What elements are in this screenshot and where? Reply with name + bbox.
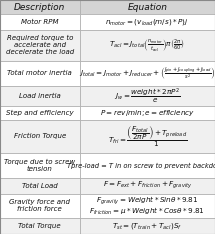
Text: $F_{friction} = \mu*Weight*Cos\theta*9.81$: $F_{friction} = \mu*Weight*Cos\theta*9.8… [89,206,205,217]
Text: Total motor inertia: Total motor inertia [7,70,72,77]
Text: Motor RPM: Motor RPM [21,19,58,25]
Bar [0,14,80,30]
Bar [80,30,215,61]
Text: Total Load: Total Load [22,183,58,189]
Bar [0,120,80,153]
Text: $F = F_{ext} + F_{friction} + F_{gravity}$: $F = F_{ext} + F_{friction} + F_{gravity… [103,180,192,191]
Text: $T_{fri} = \dfrac{\left(\dfrac{F_{total}}{2\pi P}\right) + T_{preload}}{1}$: $T_{fri} = \dfrac{\left(\dfrac{F_{total}… [108,124,187,149]
Bar [80,178,215,194]
Text: $F_{gravity} = Weight*Sin\theta*9.81$: $F_{gravity} = Weight*Sin\theta*9.81$ [96,194,199,207]
Text: Total Torque: Total Torque [18,223,61,229]
Text: $P = rev/min; e = efficiency$: $P = rev/min; e = efficiency$ [100,108,195,118]
Bar [80,86,215,106]
Bar [80,120,215,153]
Text: $J_{total} = J_{motor} + J_{reducer} + \left(\frac{J_{pin} + J_{coupling} + J_{l: $J_{total} = J_{motor} + J_{reducer} + \… [79,66,215,81]
Text: $n_{motor} =(v_{load}(m/s)*P)j$: $n_{motor} =(v_{load}(m/s)*P)j$ [105,17,189,27]
Text: Friction Torque: Friction Torque [14,133,66,139]
Bar [0,153,80,178]
Text: Load inertia: Load inertia [19,93,61,99]
Bar [80,218,215,234]
Bar [80,153,215,178]
Bar [0,86,80,106]
Text: Description: Description [14,3,65,11]
Bar [0,0,80,14]
Bar [0,218,80,234]
Text: Torque due to screw
tension: Torque due to screw tension [4,159,75,172]
Text: Required torque to
accelerate and
decelerate the load: Required torque to accelerate and decele… [6,35,74,55]
Text: Equation: Equation [127,3,167,11]
Bar [0,178,80,194]
Bar [0,194,80,218]
Bar [80,106,215,120]
Bar [80,61,215,86]
Text: $T_{st} = (T_{train} + T_{acl})S_f$: $T_{st} = (T_{train} + T_{acl})S_f$ [112,221,182,231]
Bar [80,0,215,14]
Text: Gravity force and
friction force: Gravity force and friction force [9,199,70,212]
Text: Step and efficiency: Step and efficiency [6,110,74,116]
Bar [0,61,80,86]
Bar [80,14,215,30]
Bar [80,194,215,218]
Text: Tpre-load = T in on screw to prevent backdown: Tpre-load = T in on screw to prevent bac… [67,162,215,168]
Bar [0,106,80,120]
Text: $J_w = \dfrac{weight*2\pi P^2}{e}$: $J_w = \dfrac{weight*2\pi P^2}{e}$ [114,87,181,105]
Bar [0,30,80,61]
Text: $T_{acl} = J_{total}\left(\frac{n_{motor}}{t_{acl}}\right)\pi\left(\frac{2\pi}{6: $T_{acl} = J_{total}\left(\frac{n_{motor… [109,37,185,53]
